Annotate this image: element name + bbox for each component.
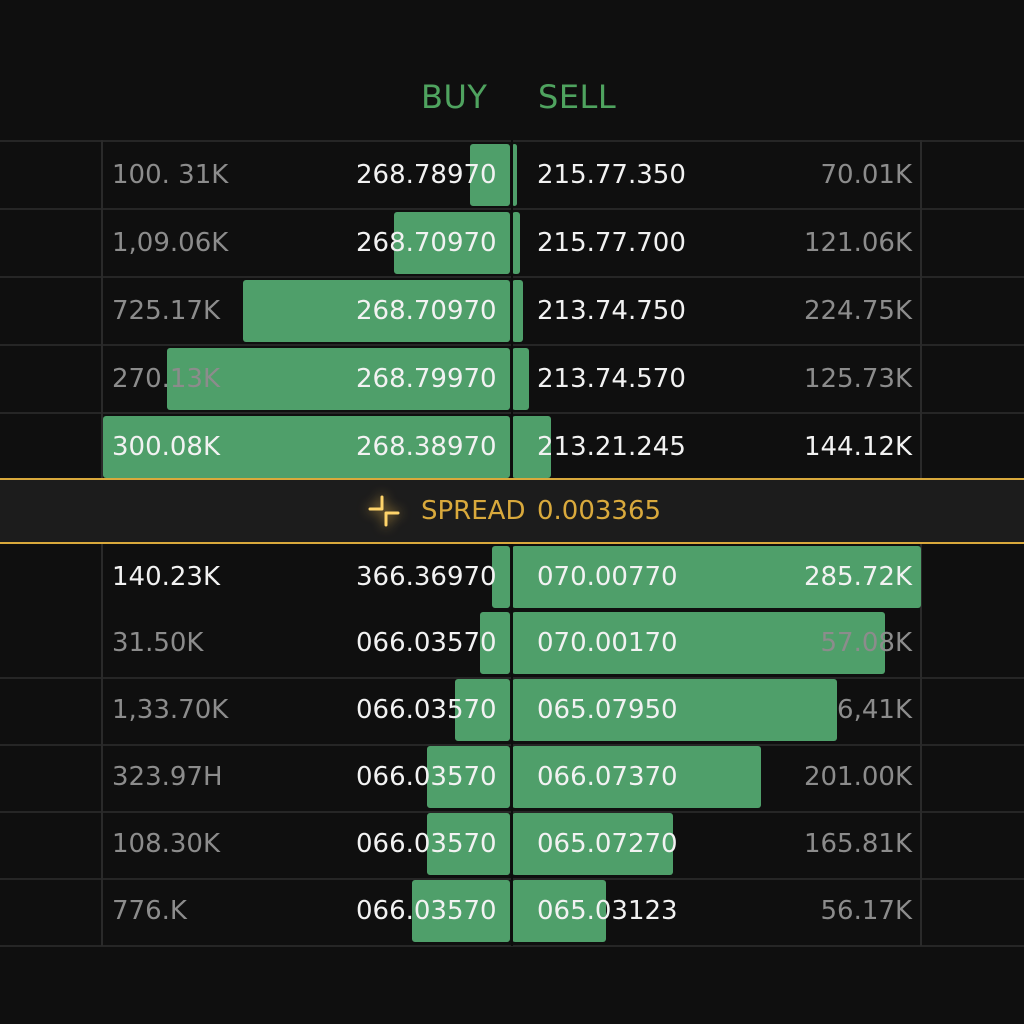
- order-book-row[interactable]: 300.08K 268.38970 213.21.245 144.12K: [0, 414, 1024, 480]
- sell-depth-bar: [512, 880, 606, 942]
- buy-depth-bar: [167, 348, 510, 410]
- ask-quantity: 165.81K: [803, 829, 912, 859]
- order-book-row[interactable]: 108.30K 066.03570 065.07270 165.81K: [0, 811, 1024, 877]
- bid-quantity: 31.50K: [112, 628, 204, 658]
- ask-quantity: 70.01K: [820, 160, 912, 190]
- bid-price: 066.03570: [356, 762, 497, 792]
- order-book-row[interactable]: 725.17K 268.70970 213.74.750 224.75K: [0, 278, 1024, 344]
- collapse-arrows-icon: [368, 495, 400, 527]
- bid-quantity: 100. 31K: [112, 160, 229, 190]
- order-book-row[interactable]: 31.50K 066.03570 070.00170 57.08K: [0, 610, 1024, 676]
- spread-bar: SPREAD 0.003365: [0, 478, 1024, 544]
- ask-quantity: 6,41K: [837, 695, 912, 725]
- ask-price: 065.07270: [537, 829, 678, 859]
- spread-label: SPREAD: [421, 496, 526, 526]
- ask-price: 070.00170: [537, 628, 678, 658]
- bid-quantity: 140.23K: [112, 562, 221, 592]
- ask-quantity: 121.06K: [803, 228, 912, 258]
- bid-quantity: 1,33.70K: [112, 695, 229, 725]
- order-book-row[interactable]: 323.97H 066.03570 066.07370 201.00K: [0, 744, 1024, 810]
- ask-price: 070.00770: [537, 562, 678, 592]
- buy-depth-bar: [427, 746, 510, 808]
- bid-price: 268.78970: [356, 160, 497, 190]
- bid-quantity: 108.30K: [112, 829, 221, 859]
- ask-quantity: 144.12K: [803, 432, 912, 462]
- bid-quantity: 300.08K: [112, 432, 221, 462]
- bid-price: 066.03570: [356, 829, 497, 859]
- bid-price: 268.70970: [356, 296, 497, 326]
- bid-price: 366.36970: [356, 562, 497, 592]
- ask-price: 066.07370: [537, 762, 678, 792]
- bid-quantity: 323.97H: [112, 762, 223, 792]
- sell-depth-bar: [512, 746, 761, 808]
- sell-column-header[interactable]: SELL: [538, 78, 617, 116]
- order-book-row[interactable]: 1,09.06K 268.70970 215.77.700 121.06K: [0, 210, 1024, 276]
- bid-price: 268.38970: [356, 432, 497, 462]
- sell-depth-bar: [512, 679, 837, 741]
- buy-depth-bar: [103, 416, 510, 478]
- bid-price: 066.03570: [356, 695, 497, 725]
- ask-price: 215.77.700: [537, 228, 686, 258]
- sell-depth-bar: [512, 612, 885, 674]
- row-divider: [0, 945, 1024, 947]
- sell-depth-bar: [512, 416, 551, 478]
- bid-quantity: 270.13K: [112, 364, 221, 394]
- ask-quantity: 201.00K: [803, 762, 912, 792]
- sell-depth-bar: [512, 280, 523, 342]
- ask-quantity: 56.17K: [820, 896, 912, 926]
- buy-depth-bar: [480, 612, 510, 674]
- bid-price: 066.03570: [356, 896, 497, 926]
- ask-price: 213.74.570: [537, 364, 686, 394]
- bid-quantity: 1,09.06K: [112, 228, 229, 258]
- bid-price: 268.79970: [356, 364, 497, 394]
- bid-price: 268.70970: [356, 228, 497, 258]
- buy-depth-bar: [243, 280, 510, 342]
- ask-price: 215.77.350: [537, 160, 686, 190]
- ask-quantity: 125.73K: [803, 364, 912, 394]
- bid-quantity: 725.17K: [112, 296, 221, 326]
- sell-depth-bar: [512, 546, 921, 608]
- buy-depth-bar: [427, 813, 510, 875]
- ask-quantity: 224.75K: [803, 296, 912, 326]
- ask-price: 213.21.245: [537, 432, 686, 462]
- order-book-row[interactable]: 100. 31K 268.78970 215.77.350 70.01K: [0, 142, 1024, 208]
- buy-depth-bar: [394, 212, 510, 274]
- order-book-row[interactable]: 140.23K 366.36970 070.00770 285.72K: [0, 544, 1024, 610]
- orderbook-header: BUY SELL: [0, 78, 1024, 126]
- buy-depth-bar: [455, 679, 510, 741]
- bid-quantity: 776.K: [112, 896, 187, 926]
- buy-column-header[interactable]: BUY: [421, 78, 488, 116]
- ask-quantity: 285.72K: [803, 562, 912, 592]
- sell-depth-bar: [512, 813, 673, 875]
- ask-price: 065.03123: [537, 896, 678, 926]
- order-book-row[interactable]: 270.13K 268.79970 213.74.570 125.73K: [0, 346, 1024, 412]
- buy-depth-bar: [412, 880, 510, 942]
- spread-value: 0.003365: [537, 496, 662, 526]
- order-book-row[interactable]: 776.K 066.03570 065.03123 56.17K: [0, 878, 1024, 944]
- sell-depth-bar: [512, 212, 520, 274]
- buy-depth-bar: [492, 546, 510, 608]
- order-book-row[interactable]: 1,33.70K 066.03570 065.07950 6,41K: [0, 677, 1024, 743]
- ask-price: 213.74.750: [537, 296, 686, 326]
- sell-depth-bar: [512, 144, 517, 206]
- sell-depth-bar: [512, 348, 529, 410]
- bid-price: 066.03570: [356, 628, 497, 658]
- buy-depth-bar: [470, 144, 510, 206]
- ask-quantity: 57.08K: [820, 628, 912, 658]
- ask-price: 065.07950: [537, 695, 678, 725]
